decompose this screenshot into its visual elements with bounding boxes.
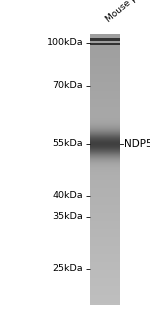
Bar	[90, 43, 120, 45]
Text: 35kDa: 35kDa	[52, 212, 83, 221]
Text: 25kDa: 25kDa	[53, 264, 83, 273]
Text: 100kDa: 100kDa	[47, 38, 83, 47]
Text: 55kDa: 55kDa	[53, 139, 83, 148]
Text: Mouse pancreas: Mouse pancreas	[104, 0, 150, 24]
Text: 70kDa: 70kDa	[53, 81, 83, 90]
Text: 40kDa: 40kDa	[53, 191, 83, 200]
Text: NDP52: NDP52	[124, 139, 150, 149]
Bar	[90, 38, 120, 41]
